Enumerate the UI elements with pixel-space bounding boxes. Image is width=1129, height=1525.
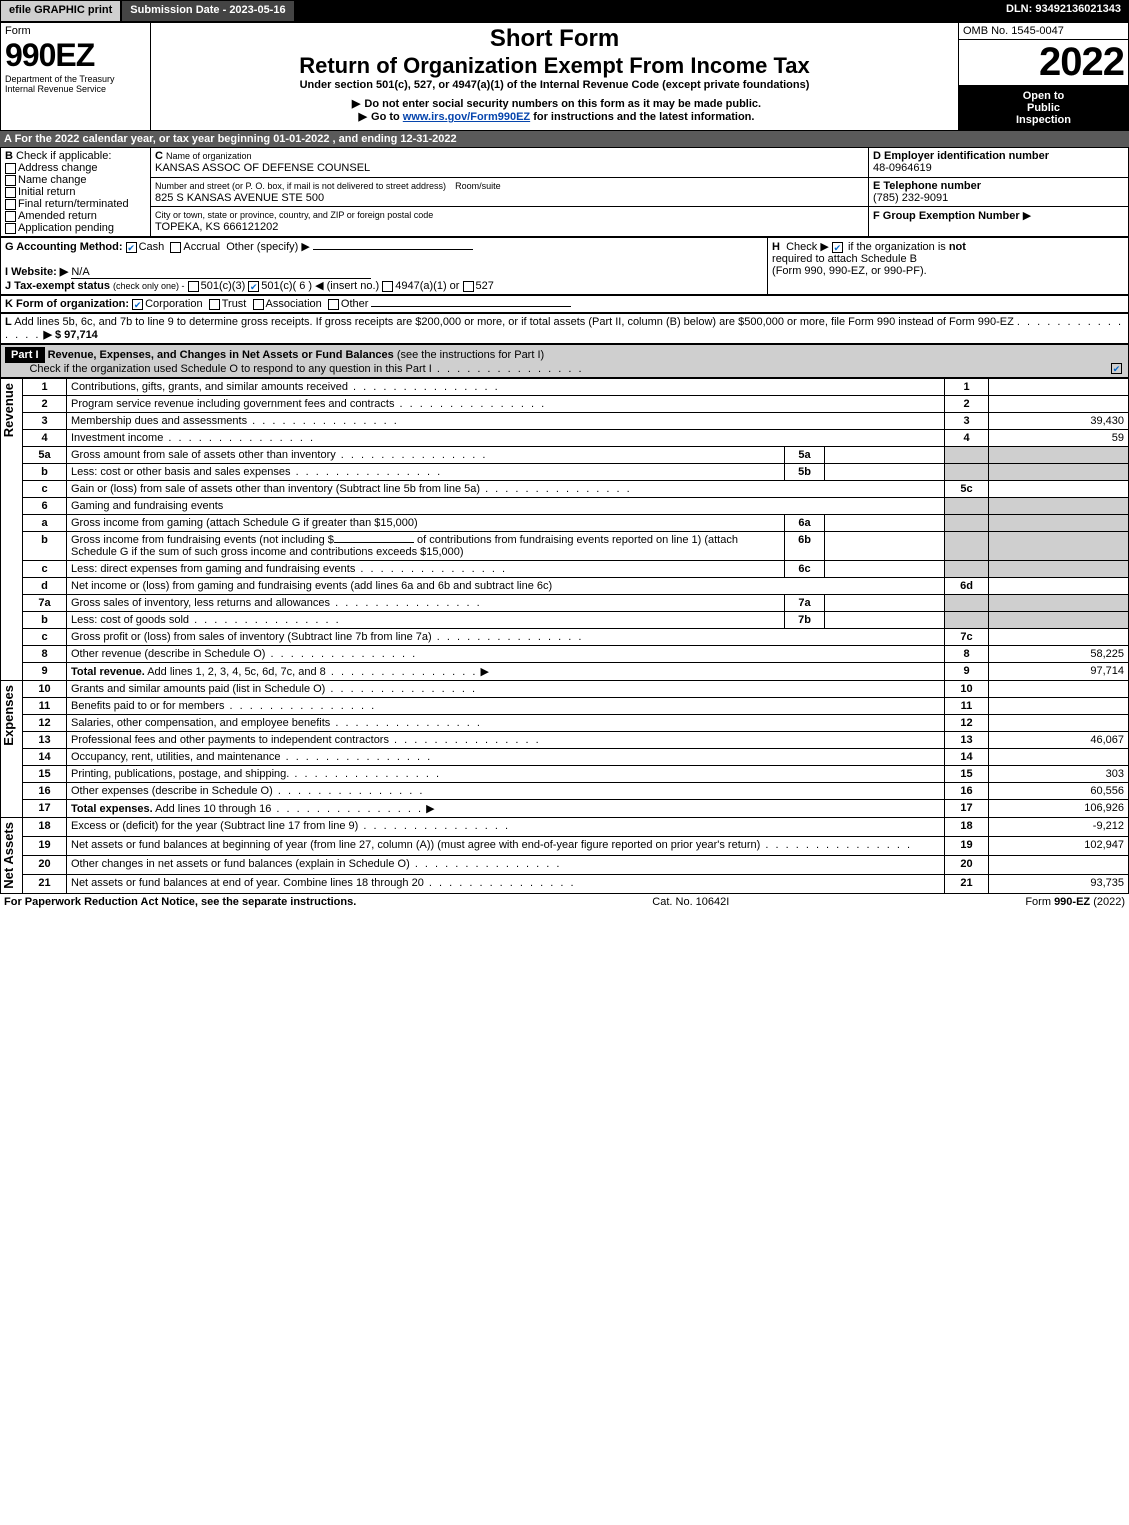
efile-print-button[interactable]: efile GRAPHIC print [0, 0, 121, 22]
cb-final-return[interactable] [5, 199, 16, 210]
short-form-title: Short Form [155, 25, 954, 53]
line-19-amount: 102,947 [989, 836, 1129, 855]
line-15-amount: 303 [989, 766, 1129, 783]
page-footer: For Paperwork Reduction Act Notice, see … [0, 894, 1129, 910]
b-check-if: Check if applicable: [16, 150, 111, 162]
expenses-side-label: Expenses [1, 681, 16, 750]
entity-info-table: B Check if applicable: Address change Na… [0, 147, 1129, 237]
part1-check: Check if the organization used Schedule … [29, 363, 431, 375]
goto-line: Go to www.irs.gov/Form990EZ for instruct… [155, 110, 954, 123]
under-section: Under section 501(c), 527, or 4947(a)(1)… [155, 79, 954, 91]
footer-right: Form 990-EZ (2022) [1025, 896, 1125, 908]
part1-paren: (see the instructions for Part I) [397, 349, 544, 361]
line-17-amount: 106,926 [989, 800, 1129, 818]
form-header-table: Form 990EZ Department of the Treasury In… [0, 22, 1129, 131]
h-label: H [772, 241, 780, 253]
part1-table: Revenue 1 Contributions, gifts, grants, … [0, 378, 1129, 894]
dln-label: DLN: 93492136021343 [998, 0, 1129, 22]
city-label: City or town, state or province, country… [155, 210, 433, 220]
d-label: D Employer identification number [873, 150, 1124, 162]
top-bar: efile GRAPHIC print Submission Date - 20… [0, 0, 1129, 22]
cb-corporation[interactable] [132, 299, 143, 310]
line-1-num: 1 [23, 379, 67, 396]
c-name-label: Name of organization [166, 151, 252, 161]
netassets-side-label: Net Assets [1, 818, 16, 893]
cb-schedule-o-part1[interactable] [1111, 363, 1122, 374]
cb-initial-return[interactable] [5, 187, 16, 198]
g-label: G Accounting Method: [5, 241, 123, 253]
cb-accrual[interactable] [170, 242, 181, 253]
cb-other-org[interactable] [328, 299, 339, 310]
cb-trust[interactable] [209, 299, 220, 310]
f-label: F Group Exemption Number [873, 210, 1020, 222]
cb-association[interactable] [253, 299, 264, 310]
f-arrow: ▶ [1023, 210, 1031, 222]
line-13-amount: 46,067 [989, 732, 1129, 749]
ein-value: 48-0964619 [873, 162, 1124, 174]
line-9-amount: 97,714 [989, 663, 1129, 681]
dept-line1: Department of the Treasury [5, 74, 146, 84]
cb-schedule-b[interactable] [832, 242, 843, 253]
line-16-amount: 60,556 [989, 783, 1129, 800]
l-label: L [5, 316, 12, 328]
line-1-amount [989, 379, 1129, 396]
g-h-table: G Accounting Method: Cash Accrual Other … [0, 237, 1129, 295]
l-amount: ▶ $ 97,714 [43, 329, 97, 341]
l-text: Add lines 5b, 6c, and 7b to line 9 to de… [14, 316, 1014, 328]
cb-cash[interactable] [126, 242, 137, 253]
footer-center: Cat. No. 10642I [652, 896, 729, 908]
website-value: N/A [71, 266, 371, 279]
line-18-amount: -9,212 [989, 818, 1129, 837]
return-title: Return of Organization Exempt From Incom… [155, 53, 954, 79]
revenue-side-label: Revenue [1, 379, 16, 441]
cb-4947[interactable] [382, 281, 393, 292]
cb-name-change[interactable] [5, 175, 16, 186]
submission-date: Submission Date - 2023-05-16 [121, 0, 294, 22]
cb-address-change[interactable] [5, 163, 16, 174]
line-8-amount: 58,225 [989, 646, 1129, 663]
line-1-text: Contributions, gifts, grants, and simila… [71, 381, 348, 393]
dept-line2: Internal Revenue Service [5, 84, 146, 94]
cb-527[interactable] [463, 281, 474, 292]
line-21-amount: 93,735 [989, 874, 1129, 893]
cb-amended-return[interactable] [5, 211, 16, 222]
room-label: Room/suite [455, 181, 501, 191]
cb-application-pending[interactable] [5, 223, 16, 234]
b-label: B [5, 150, 13, 162]
part1-title: Revenue, Expenses, and Changes in Net As… [48, 349, 394, 361]
form-word: Form [5, 25, 146, 37]
i-label: I Website: ▶ [5, 266, 68, 278]
line-4-amount: 59 [989, 430, 1129, 447]
c-label: C [155, 150, 163, 162]
city-value: TOPEKA, KS 666121202 [155, 221, 278, 233]
line-3-amount: 39,430 [989, 413, 1129, 430]
j-label: J Tax-exempt status [5, 280, 110, 292]
e-label: E Telephone number [873, 180, 1124, 192]
street-label: Number and street (or P. O. box, if mail… [155, 181, 446, 191]
cb-501c3[interactable] [188, 281, 199, 292]
open-to-public: Open to Public Inspection [959, 86, 1128, 130]
k-label: K Form of organization: [5, 298, 129, 310]
ssn-warning: Do not enter social security numbers on … [155, 97, 954, 110]
section-a-bar: A For the 2022 calendar year, or tax yea… [0, 131, 1129, 147]
line-1-box: 1 [945, 379, 989, 396]
org-name: KANSAS ASSOC OF DEFENSE COUNSEL [155, 162, 370, 174]
footer-left: For Paperwork Reduction Act Notice, see … [4, 896, 356, 908]
tax-year: 2022 [959, 40, 1128, 86]
irs-link[interactable]: www.irs.gov/Form990EZ [403, 111, 530, 123]
part1-label: Part I [5, 347, 45, 363]
phone-value: (785) 232-9091 [873, 192, 1124, 204]
cb-501c[interactable] [248, 281, 259, 292]
omb-number: OMB No. 1545-0047 [959, 23, 1128, 40]
form-number: 990EZ [5, 37, 146, 74]
street-value: 825 S KANSAS AVENUE STE 500 [155, 192, 324, 204]
